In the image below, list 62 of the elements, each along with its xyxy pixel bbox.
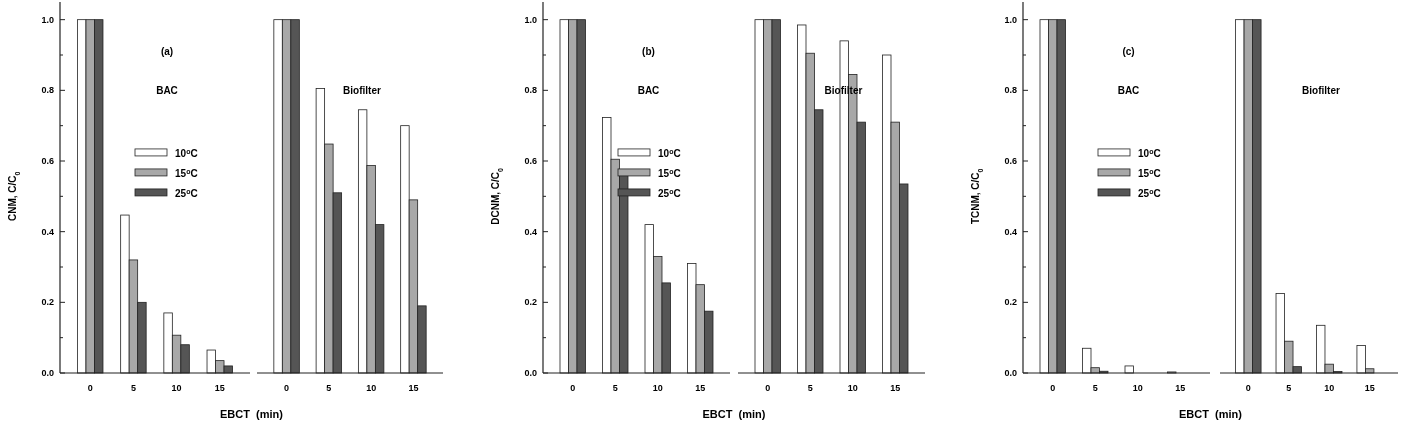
annotation: BAC — [637, 84, 660, 96]
x-tick-label: 5 — [130, 383, 136, 393]
y-tick-label: 1.0 — [41, 14, 54, 25]
x-axis-title: EBCT (min) — [1179, 408, 1243, 420]
y-tick-label: 0.8 — [1004, 85, 1017, 96]
legend-label: 10$^{o}$C — [175, 147, 198, 159]
y-tick-label: 0.6 — [1004, 156, 1017, 167]
legend-label: 25$^{o}$C — [175, 187, 198, 199]
legend-label: 25$^{o}$C — [658, 187, 681, 199]
y-tick-label: 0.8 — [41, 85, 54, 96]
x-axis-title: EBCT (min) — [702, 408, 766, 420]
y-tick-label: 0.4 — [1004, 226, 1017, 237]
x-tick-label: 5 — [807, 383, 813, 393]
y-tick-label: 0.4 — [524, 226, 537, 237]
annotation: (b) — [642, 46, 655, 57]
annotation: BAC — [156, 84, 178, 96]
x-tick-label: 10 — [652, 383, 663, 393]
legend-label: 25$^{o}$C — [1138, 187, 1161, 199]
y-tick-label: 0.8 — [524, 85, 537, 96]
legend-label: 15$^{o}$C — [175, 167, 198, 179]
x-tick-label: 15 — [1364, 383, 1375, 393]
x-tick-label: 5 — [1286, 383, 1292, 393]
x-tick-label: 0 — [1245, 383, 1251, 393]
x-tick-label: 0 — [1050, 383, 1056, 393]
x-tick-label: 15 — [214, 383, 225, 393]
x-tick-label: 5 — [612, 383, 618, 393]
x-tick-label: 10 — [847, 383, 858, 393]
x-tick-label: 0 — [87, 383, 93, 393]
x-tick-label: 10 — [366, 383, 377, 393]
legend-label: 10$^{o}$C — [658, 147, 681, 159]
annotation: (a) — [160, 46, 174, 57]
x-tick-label: 0 — [765, 383, 771, 393]
annotation: (c) — [1122, 46, 1135, 57]
y-tick-label: 0.2 — [524, 297, 537, 308]
x-tick-label: 10 — [171, 383, 182, 393]
legend-label: 15$^{o}$C — [1138, 167, 1161, 179]
y-tick-label: 0.0 — [524, 368, 537, 379]
annotation: BAC — [1117, 84, 1140, 96]
y-tick-label: 0.2 — [1004, 297, 1017, 308]
y-tick-label: 0.4 — [41, 226, 54, 237]
x-tick-label: 5 — [1092, 383, 1098, 393]
x-tick-label: 15 — [408, 383, 419, 393]
x-tick-label: 15 — [890, 383, 901, 393]
y-tick-label: 1.0 — [524, 14, 537, 25]
x-tick-label: 10 — [1324, 383, 1335, 393]
annotation: Biofilter — [1302, 84, 1340, 96]
y-tick-label: 0.2 — [41, 297, 54, 308]
annotation: Biofilter — [343, 84, 381, 96]
x-tick-label: 15 — [695, 383, 706, 393]
x-axis-title: EBCT (min) — [220, 408, 284, 420]
y-tick-label: 1.0 — [1004, 14, 1017, 25]
y-tick-label: 0.0 — [41, 368, 54, 379]
y-tick-label: 0.6 — [524, 156, 537, 167]
x-tick-label: 0 — [570, 383, 576, 393]
y-tick-label: 0.0 — [1004, 368, 1017, 379]
x-tick-label: 5 — [326, 383, 332, 393]
x-tick-label: 15 — [1175, 383, 1186, 393]
legend-label: 15$^{o}$C — [658, 167, 681, 179]
x-tick-label: 0 — [284, 383, 290, 393]
x-tick-label: 10 — [1132, 383, 1143, 393]
y-tick-label: 0.6 — [41, 156, 54, 167]
legend-label: 10$^{o}$C — [1138, 147, 1161, 159]
